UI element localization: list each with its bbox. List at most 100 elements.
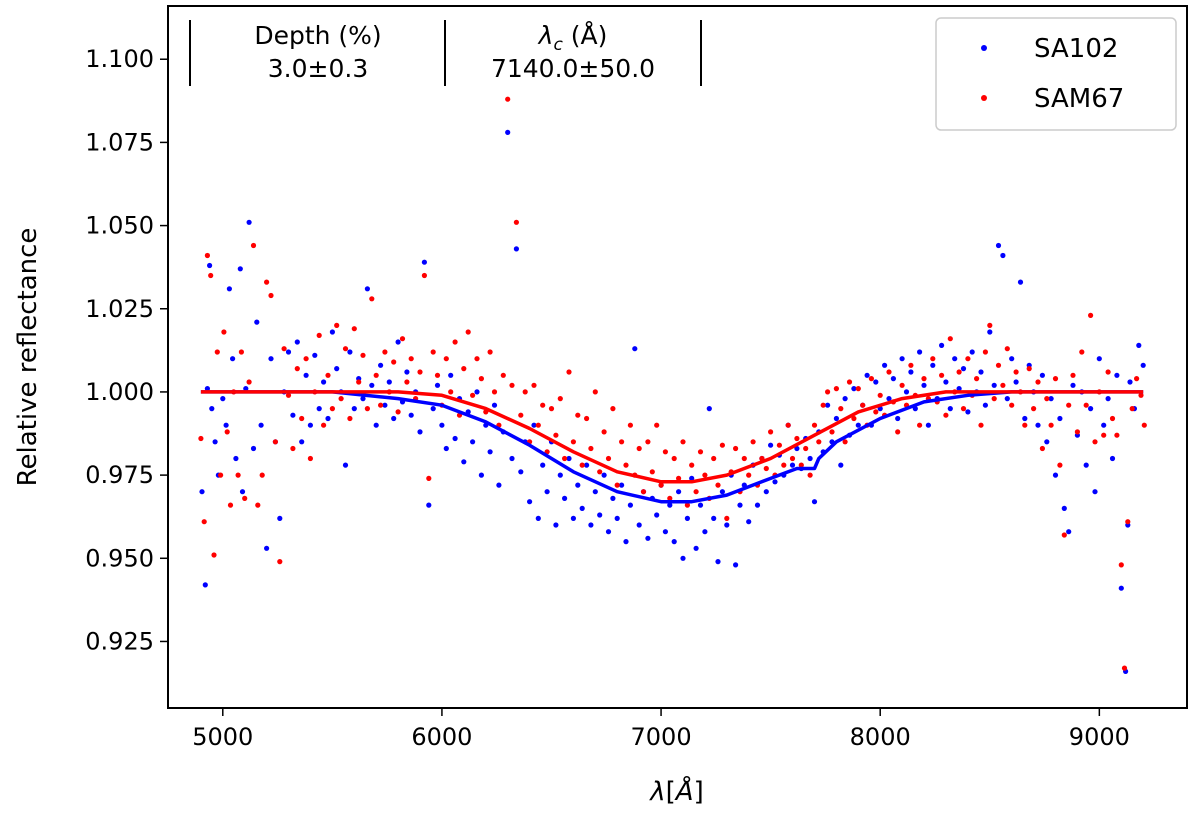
point-sam67-113 [680, 439, 686, 445]
point-sa102-45 [378, 362, 384, 368]
y-tick-label-0.925: 0.925 [85, 627, 154, 655]
point-sa102-48 [391, 415, 397, 422]
point-sam67-64 [465, 329, 471, 335]
point-sam67-213 [1118, 562, 1124, 568]
point-sam67-191 [1022, 422, 1028, 428]
fit-layer [200, 390, 1144, 504]
point-sa102-19 [264, 545, 270, 551]
point-sa102-201 [1061, 505, 1067, 511]
point-sam67-61 [452, 339, 458, 345]
point-sam67-186 [1000, 382, 1006, 388]
y-tick-label-0.975: 0.975 [85, 461, 154, 489]
point-sa102-8 [223, 422, 229, 428]
x-tick-label-5000: 5000 [192, 723, 253, 751]
point-sam67-87 [566, 369, 572, 375]
point-sa102-196 [1039, 372, 1045, 378]
point-sam67-94 [597, 469, 603, 475]
point-sam67-103 [636, 445, 642, 452]
point-sam67-89 [575, 412, 581, 418]
point-sam67-185 [995, 362, 1002, 368]
point-sam67-121 [715, 482, 721, 488]
point-sam67-147 [829, 429, 835, 435]
point-sa102-64 [461, 459, 467, 465]
point-sa102-127 [737, 502, 743, 508]
fit-curve-sa102 [200, 390, 1144, 504]
point-sa102-9 [226, 286, 232, 292]
point-sam67-214 [1121, 665, 1128, 671]
point-sam67-54 [421, 272, 427, 279]
point-sam67-8 [224, 429, 230, 435]
point-sa102-189 [1009, 356, 1015, 362]
point-sa102-118 [697, 502, 704, 508]
point-sa102-150 [838, 462, 844, 468]
point-sa102-4 [209, 406, 215, 412]
point-sam67-23 [285, 392, 292, 398]
point-sam67-203 [1074, 429, 1080, 435]
point-sam67-76 [518, 412, 524, 418]
point-sa102-158 [873, 379, 879, 385]
point-sam67-91 [584, 415, 590, 422]
point-sa102-121 [711, 515, 717, 522]
point-sam67-176 [956, 369, 962, 375]
point-sam67-90 [579, 462, 585, 468]
point-sa102-18 [258, 422, 264, 428]
point-sa102-139 [789, 462, 796, 468]
fit-annotation: Depth (%) 3.0±0.3 λc (Å) 7140.0±50.0 [189, 20, 702, 86]
point-sa102-179 [965, 409, 971, 415]
point-sam67-152 [851, 415, 857, 422]
point-sa102-100 [619, 482, 625, 488]
point-sa102-144 [811, 499, 818, 505]
point-sam67-115 [689, 462, 695, 468]
point-sam67-142 [807, 472, 813, 478]
point-sam67-116 [693, 489, 699, 495]
scatter-layer [198, 96, 1147, 675]
point-sa102-211 [1105, 396, 1111, 402]
point-sa102-22 [277, 515, 283, 522]
point-sa102-95 [597, 512, 603, 518]
point-sam67-99 [619, 439, 625, 445]
point-sa102-169 [921, 382, 927, 388]
legend-label-sa102: SA102 [1034, 34, 1118, 64]
point-sam67-145 [820, 402, 826, 408]
legend-label-sam67: SAM67 [1034, 84, 1124, 114]
point-sam67-28 [307, 455, 313, 462]
point-sam67-209 [1101, 432, 1107, 438]
point-sa102-59 [439, 422, 445, 428]
point-sam67-96 [605, 455, 612, 462]
point-sa102-7 [220, 396, 226, 402]
point-sam67-97 [610, 406, 616, 412]
point-sam67-13 [242, 495, 248, 501]
point-sa102-168 [917, 349, 923, 355]
point-sam67-95 [601, 429, 607, 435]
point-sa102-164 [899, 356, 905, 362]
point-sam67-105 [645, 439, 651, 445]
point-sam67-206 [1088, 312, 1094, 318]
point-sa102-176 [952, 356, 958, 362]
point-sam67-125 [733, 445, 739, 452]
annotation-center-header: λc (Å) [537, 21, 608, 55]
point-sam67-101 [627, 422, 634, 428]
point-sam67-31 [321, 422, 327, 428]
point-sa102-92 [584, 462, 590, 468]
point-sam67-192 [1026, 366, 1032, 372]
point-sa102-74 [505, 129, 511, 135]
point-sam67-11 [235, 472, 241, 478]
point-sam67-92 [588, 445, 594, 452]
point-sa102-190 [1013, 379, 1019, 385]
point-sa102-44 [373, 422, 379, 428]
point-sa102-97 [605, 529, 612, 535]
y-tick-label-1.100: 1.100 [85, 45, 154, 73]
point-sam67-107 [654, 422, 660, 428]
point-sa102-165 [903, 389, 910, 395]
point-sam67-33 [329, 406, 335, 412]
point-sa102-117 [693, 545, 699, 551]
point-sam67-60 [448, 389, 454, 395]
point-sam67-181 [978, 422, 984, 428]
point-sam67-197 [1048, 422, 1054, 428]
point-sam67-204 [1079, 349, 1085, 355]
point-sa102-28 [303, 372, 309, 378]
point-sam67-70 [491, 389, 498, 395]
point-sa102-72 [496, 482, 502, 488]
x-tick-label-6000: 6000 [411, 723, 472, 751]
point-sam67-143 [811, 422, 818, 428]
